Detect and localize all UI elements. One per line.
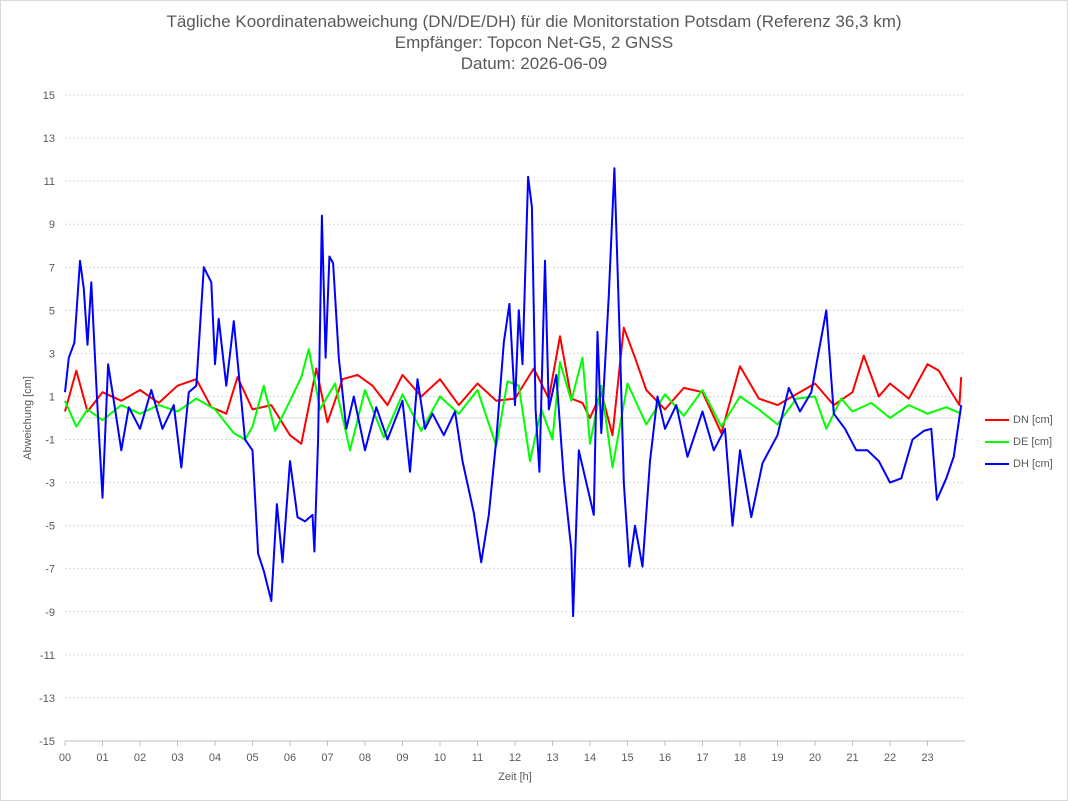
grid-lines [65, 94, 965, 742]
x-tick-label: 17 [696, 752, 708, 764]
legend-label: DE [cm] [1013, 436, 1053, 448]
legend-label: DH [cm] [1013, 458, 1053, 470]
x-tick-label: 20 [809, 752, 821, 764]
y-tick-label: -11 [40, 650, 55, 662]
y-tick-label: -9 [45, 607, 55, 619]
legend-swatch [985, 419, 1009, 421]
x-tick-label: 03 [171, 752, 183, 764]
x-tick-label: 22 [884, 752, 896, 764]
y-axis-ticks: 15 13 11 9 7 5 3 1 -1 -3 -5 -7 -9 -11 -13 -15 [39, 90, 55, 748]
x-tick-label: 23 [921, 752, 933, 764]
x-axis-title: Zeit [h] [498, 771, 532, 783]
legend-swatch [985, 441, 1009, 443]
y-tick-label: 15 [43, 90, 55, 102]
x-tick-label: 04 [209, 752, 221, 764]
chart-title: Tägliche Koordinatenabweichung (DN/DE/DH… [166, 12, 902, 31]
y-tick-label: 7 [49, 262, 55, 274]
y-tick-label: -13 [39, 693, 55, 705]
x-tick-label: 12 [509, 752, 521, 764]
y-tick-label: -15 [39, 736, 55, 748]
x-tick-label: 19 [771, 752, 783, 764]
y-tick-label: 3 [49, 348, 55, 360]
x-tick-label: 08 [359, 752, 371, 764]
x-tick-label: 11 [472, 752, 483, 764]
y-tick-label: 11 [44, 176, 55, 188]
x-tick-label: 07 [321, 752, 333, 764]
x-tick-label: 01 [96, 752, 108, 764]
y-tick-label: -5 [45, 521, 55, 533]
y-tick-label: 1 [49, 391, 55, 403]
y-tick-label: -7 [45, 564, 55, 576]
x-tick-label: 13 [546, 752, 558, 764]
x-tick-label: 02 [134, 752, 146, 764]
x-tick-label: 14 [584, 752, 596, 764]
y-tick-label: 9 [49, 219, 55, 231]
x-tick-label: 05 [246, 752, 258, 764]
legend-item: DN [cm] [985, 409, 1053, 431]
x-tick-label: 09 [396, 752, 408, 764]
legend-label: DN [cm] [1013, 414, 1053, 426]
legend-swatch [985, 463, 1009, 465]
x-tick-label: 10 [434, 752, 446, 764]
y-axis-title: Abweichung [cm] [22, 376, 34, 460]
x-tick-label: 00 [59, 752, 71, 764]
series-lines [64, 167, 963, 618]
chart-titles: Tägliche Koordinatenabweichung (DN/DE/DH… [1, 11, 1067, 74]
x-axis-ticks: 00 01 02 03 04 05 06 07 08 09 10 11 12 13 14 15 16 17 18 19… [59, 741, 934, 764]
x-tick-label: 21 [846, 752, 858, 764]
chart-subtitle: Empfänger: Topcon Net-G5, 2 GNSS [394, 33, 674, 52]
y-tick-label: 13 [43, 133, 55, 145]
x-tick-label: 15 [621, 752, 633, 764]
x-tick-label: 18 [734, 752, 746, 764]
y-tick-label: -1 [45, 435, 55, 447]
x-tick-label: 16 [659, 752, 671, 764]
chart-date: Datum: 2026-06-09 [460, 54, 608, 73]
chart-legend: DN [cm] DE [cm] DH [cm] [985, 409, 1053, 475]
y-tick-label: 5 [49, 305, 55, 317]
legend-item: DE [cm] [985, 431, 1053, 453]
series-line-dh [64, 167, 963, 618]
x-tick-label: 06 [284, 752, 296, 764]
legend-item: DH [cm] [985, 453, 1053, 475]
y-tick-label: -3 [45, 478, 55, 490]
